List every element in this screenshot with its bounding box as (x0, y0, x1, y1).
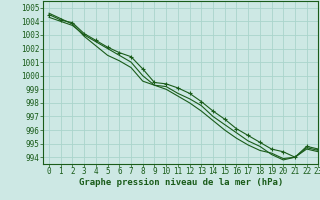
X-axis label: Graphe pression niveau de la mer (hPa): Graphe pression niveau de la mer (hPa) (79, 178, 283, 187)
